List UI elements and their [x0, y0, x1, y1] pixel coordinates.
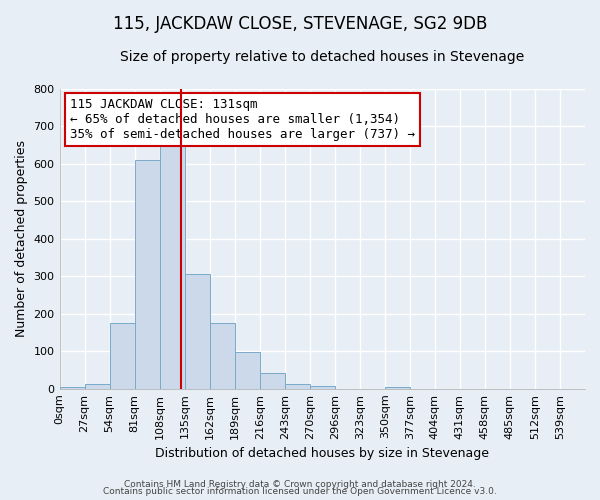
Bar [285, 384, 310, 389]
Text: Contains HM Land Registry data © Crown copyright and database right 2024.: Contains HM Land Registry data © Crown c… [124, 480, 476, 489]
Bar [110, 323, 134, 389]
Bar [160, 145, 185, 389]
Bar [235, 352, 260, 389]
Bar [134, 160, 160, 389]
Bar [260, 373, 285, 389]
Bar [85, 384, 110, 389]
Text: 115, JACKDAW CLOSE, STEVENAGE, SG2 9DB: 115, JACKDAW CLOSE, STEVENAGE, SG2 9DB [113, 15, 487, 33]
Text: 115 JACKDAW CLOSE: 131sqm
← 65% of detached houses are smaller (1,354)
35% of se: 115 JACKDAW CLOSE: 131sqm ← 65% of detac… [70, 98, 415, 141]
Bar [185, 274, 209, 389]
Bar [59, 387, 85, 389]
Text: Contains public sector information licensed under the Open Government Licence v3: Contains public sector information licen… [103, 487, 497, 496]
Bar [385, 387, 410, 389]
X-axis label: Distribution of detached houses by size in Stevenage: Distribution of detached houses by size … [155, 447, 489, 460]
Bar [209, 323, 235, 389]
Y-axis label: Number of detached properties: Number of detached properties [15, 140, 28, 338]
Title: Size of property relative to detached houses in Stevenage: Size of property relative to detached ho… [120, 50, 524, 64]
Bar [310, 386, 335, 389]
